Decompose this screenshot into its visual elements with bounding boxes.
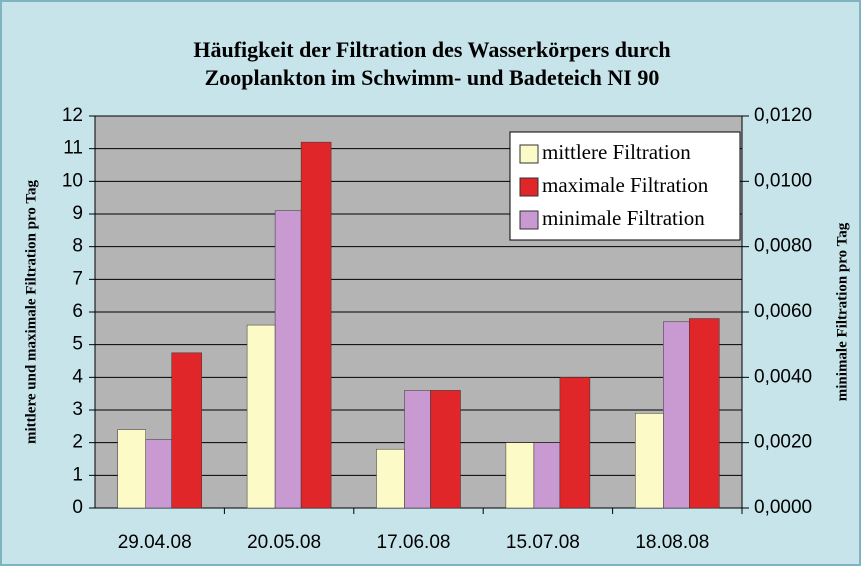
y-tick-label: 6 [72,301,83,322]
y-tick-label: 1 [72,464,83,485]
legend-box [509,131,741,241]
bar [300,141,332,509]
bar [145,439,172,509]
legend-swatch [519,210,539,230]
legend-label: minimale Filtration [542,206,705,230]
y2-axis-title: minimale Filtration pro Tag [834,222,850,401]
y2-tick-label: 0,0120 [754,105,812,126]
bar [689,318,720,509]
legend-label: mittlere Filtration [542,140,691,164]
bar [505,442,535,509]
y-tick-label: 8 [72,236,83,257]
y-tick-label: 12 [62,105,83,126]
y2-tick-label: 0,0100 [754,170,812,191]
chart-title: Zooplankton im Schwimm- und Badeteich NI… [205,65,660,90]
y-tick-label: 11 [63,138,83,159]
legend-label: maximale Filtration [542,173,709,197]
bar [117,429,146,509]
bar [559,377,591,509]
y2-tick-label: 0,0040 [754,366,812,387]
y2-tick-label: 0,0080 [754,236,812,257]
bar [274,210,302,509]
bar [533,442,561,509]
legend-swatch [519,177,539,197]
y2-tick-label: 0,0000 [754,497,812,518]
bar [404,390,431,509]
y-tick-label: 10 [62,170,83,191]
x-tick-label: 29.04.08 [118,532,192,553]
bar [663,321,690,509]
x-tick-label: 18.08.08 [635,532,709,553]
y2-tick-label: 0,0020 [754,432,812,453]
x-tick-label: 15.07.08 [506,532,580,553]
bar [171,352,202,509]
legend-swatch [519,144,539,164]
y2-tick-label: 0,0060 [754,301,812,322]
bar [430,390,461,509]
bar [635,413,664,509]
chart-title: Häufigkeit der Filtration des Wasserkörp… [193,37,670,62]
x-tick-label: 20.05.08 [247,532,321,553]
y-tick-label: 2 [72,432,83,453]
y-tick-label: 5 [72,334,83,355]
y-tick-label: 7 [72,268,83,289]
y-axis-title: mittlere und maximale Filtration pro Tag [23,179,39,444]
y-tick-label: 3 [72,399,83,420]
y-tick-label: 4 [72,366,83,387]
bar [246,324,276,509]
bar [376,448,405,509]
y-tick-label: 9 [72,203,83,224]
x-tick-label: 17.06.08 [377,532,451,553]
y-tick-label: 0 [72,497,83,518]
